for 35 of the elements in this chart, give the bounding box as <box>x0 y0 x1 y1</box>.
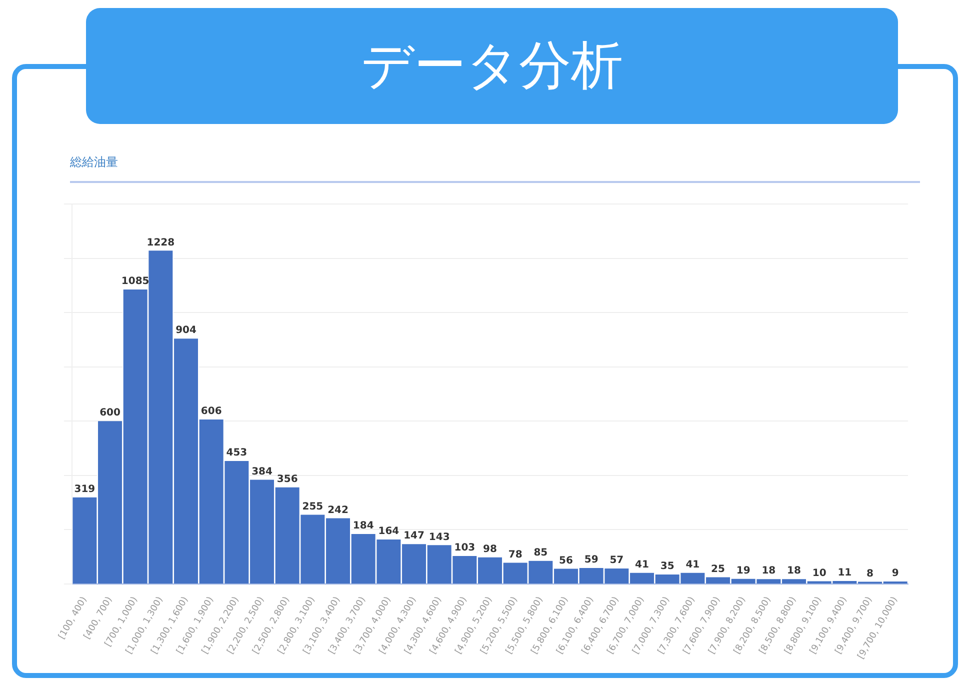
data-label: 600 <box>100 408 120 419</box>
data-label: 242 <box>328 504 348 516</box>
data-label: 78 <box>508 549 522 560</box>
data-label: 606 <box>200 406 222 418</box>
data-label: 85 <box>534 548 548 558</box>
data-label: 319 <box>74 484 96 495</box>
data-label: 98 <box>483 544 497 555</box>
data-label: 11 <box>838 568 852 579</box>
data-label: 384 <box>252 466 272 478</box>
data-label: 41 <box>635 559 649 570</box>
data-label: 10 <box>812 568 826 579</box>
data-label: 255 <box>302 501 324 512</box>
data-label: 57 <box>610 555 624 566</box>
data-label: 184 <box>352 520 374 532</box>
data-label: 356 <box>276 474 298 485</box>
data-label: 164 <box>378 526 400 538</box>
data-label: 103 <box>454 542 476 554</box>
data-label: 9 <box>892 568 899 580</box>
data-label: 56 <box>559 555 573 566</box>
data-label: 143 <box>428 532 450 543</box>
data-label: 453 <box>226 448 248 459</box>
data-label: 8 <box>866 568 874 580</box>
data-label: 41 <box>686 559 700 570</box>
data-label: 25 <box>711 564 725 575</box>
data-label: 35 <box>660 561 674 572</box>
chart-subtitle: 総給油量 <box>70 154 920 183</box>
data-label: 19 <box>736 565 750 576</box>
data-label: 18 <box>762 566 776 577</box>
data-label: 18 <box>787 566 801 577</box>
data-label: 1228 <box>146 237 175 248</box>
data-label: 904 <box>176 325 196 336</box>
chart-title: データ分析 <box>86 8 898 124</box>
data-label: 1085 <box>121 276 150 288</box>
data-label: 59 <box>584 554 598 566</box>
data-label: 147 <box>404 530 424 542</box>
